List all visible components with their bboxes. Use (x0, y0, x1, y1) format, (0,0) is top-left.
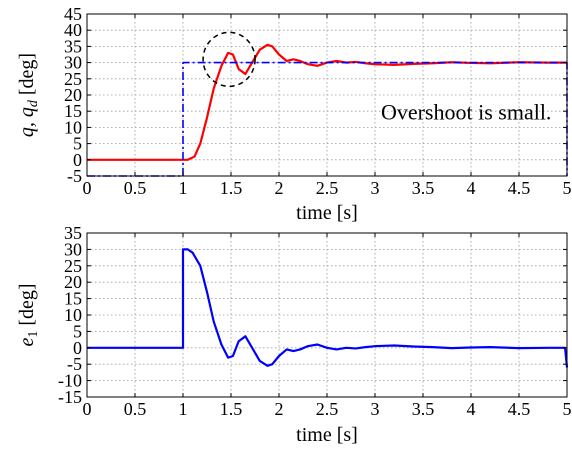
y-axis-label: e1 [deg] (16, 283, 41, 346)
x-tick-label: 2 (275, 178, 284, 198)
x-tick-label: 0 (83, 178, 92, 198)
y-tick-label: 15 (64, 289, 82, 309)
x-tick-label: 1 (179, 399, 188, 419)
top-plot: 0 0.5 1 1.5 2 2.5 3 3.5 4 4.5 5-505101520253035404… (16, 4, 572, 224)
annotation-text: Overshoot is small. (381, 99, 552, 124)
bottom-plot: 0 0.5 1 1.5 2 2.5 3 3.5 4 4.5 5-15-10-505101520253… (16, 223, 572, 446)
y-tick-label: 5 (73, 134, 82, 154)
y-tick-label: 5 (73, 321, 82, 341)
x-tick-label: 3.5 (412, 178, 435, 198)
y-tick-label: 0 (73, 338, 82, 358)
series-line-0 (87, 43, 567, 161)
x-axis-label: time [s] (296, 424, 358, 446)
x-tick-label: 0 (83, 399, 92, 419)
y-tick-label: 20 (64, 85, 82, 105)
y-tick-label: 15 (64, 101, 82, 121)
y-tick-label: -5 (67, 354, 82, 374)
x-tick-label: 4 (467, 399, 476, 419)
x-tick-label: 3 (371, 178, 380, 198)
x-tick-label: 2.5 (316, 399, 339, 419)
y-tick-label: 20 (64, 272, 82, 292)
x-tick-label: 1.5 (220, 399, 243, 419)
y-tick-label: -10 (58, 371, 82, 391)
x-tick-label: 4.5 (508, 399, 531, 419)
y-tick-label: 45 (64, 4, 82, 24)
y-tick-label: -15 (58, 387, 82, 407)
y-tick-label: 30 (64, 53, 82, 73)
x-tick-label: 4 (467, 178, 476, 198)
y-tick-label: 35 (64, 223, 82, 243)
y-axis-label: q, qd [deg] (16, 53, 41, 137)
y-tick-label: 25 (64, 256, 82, 276)
overshoot-circle (202, 31, 256, 88)
x-tick-label: 2.5 (316, 178, 339, 198)
x-tick-label: 0.5 (124, 399, 147, 419)
x-tick-label: 1.5 (220, 178, 243, 198)
y-tick-label: 30 (64, 239, 82, 259)
y-tick-label: 35 (64, 36, 82, 56)
series-line-0 (87, 248, 569, 368)
x-tick-label: 5 (563, 399, 572, 419)
y-tick-label: 25 (64, 69, 82, 89)
y-tick-label: 0 (73, 150, 82, 170)
x-tick-label: 2 (275, 399, 284, 419)
y-tick-label: 10 (64, 117, 82, 137)
x-tick-label: 1 (179, 178, 188, 198)
y-tick-label: 40 (64, 20, 82, 40)
x-tick-label: 3 (371, 399, 380, 419)
x-axis-label: time [s] (296, 202, 358, 224)
x-tick-label: 5 (563, 178, 572, 198)
y-tick-label: 10 (64, 305, 82, 325)
x-tick-label: 3.5 (412, 399, 435, 419)
y-tick-label: -5 (67, 166, 82, 186)
x-tick-label: 4.5 (508, 178, 531, 198)
x-tick-label: 0.5 (124, 178, 147, 198)
